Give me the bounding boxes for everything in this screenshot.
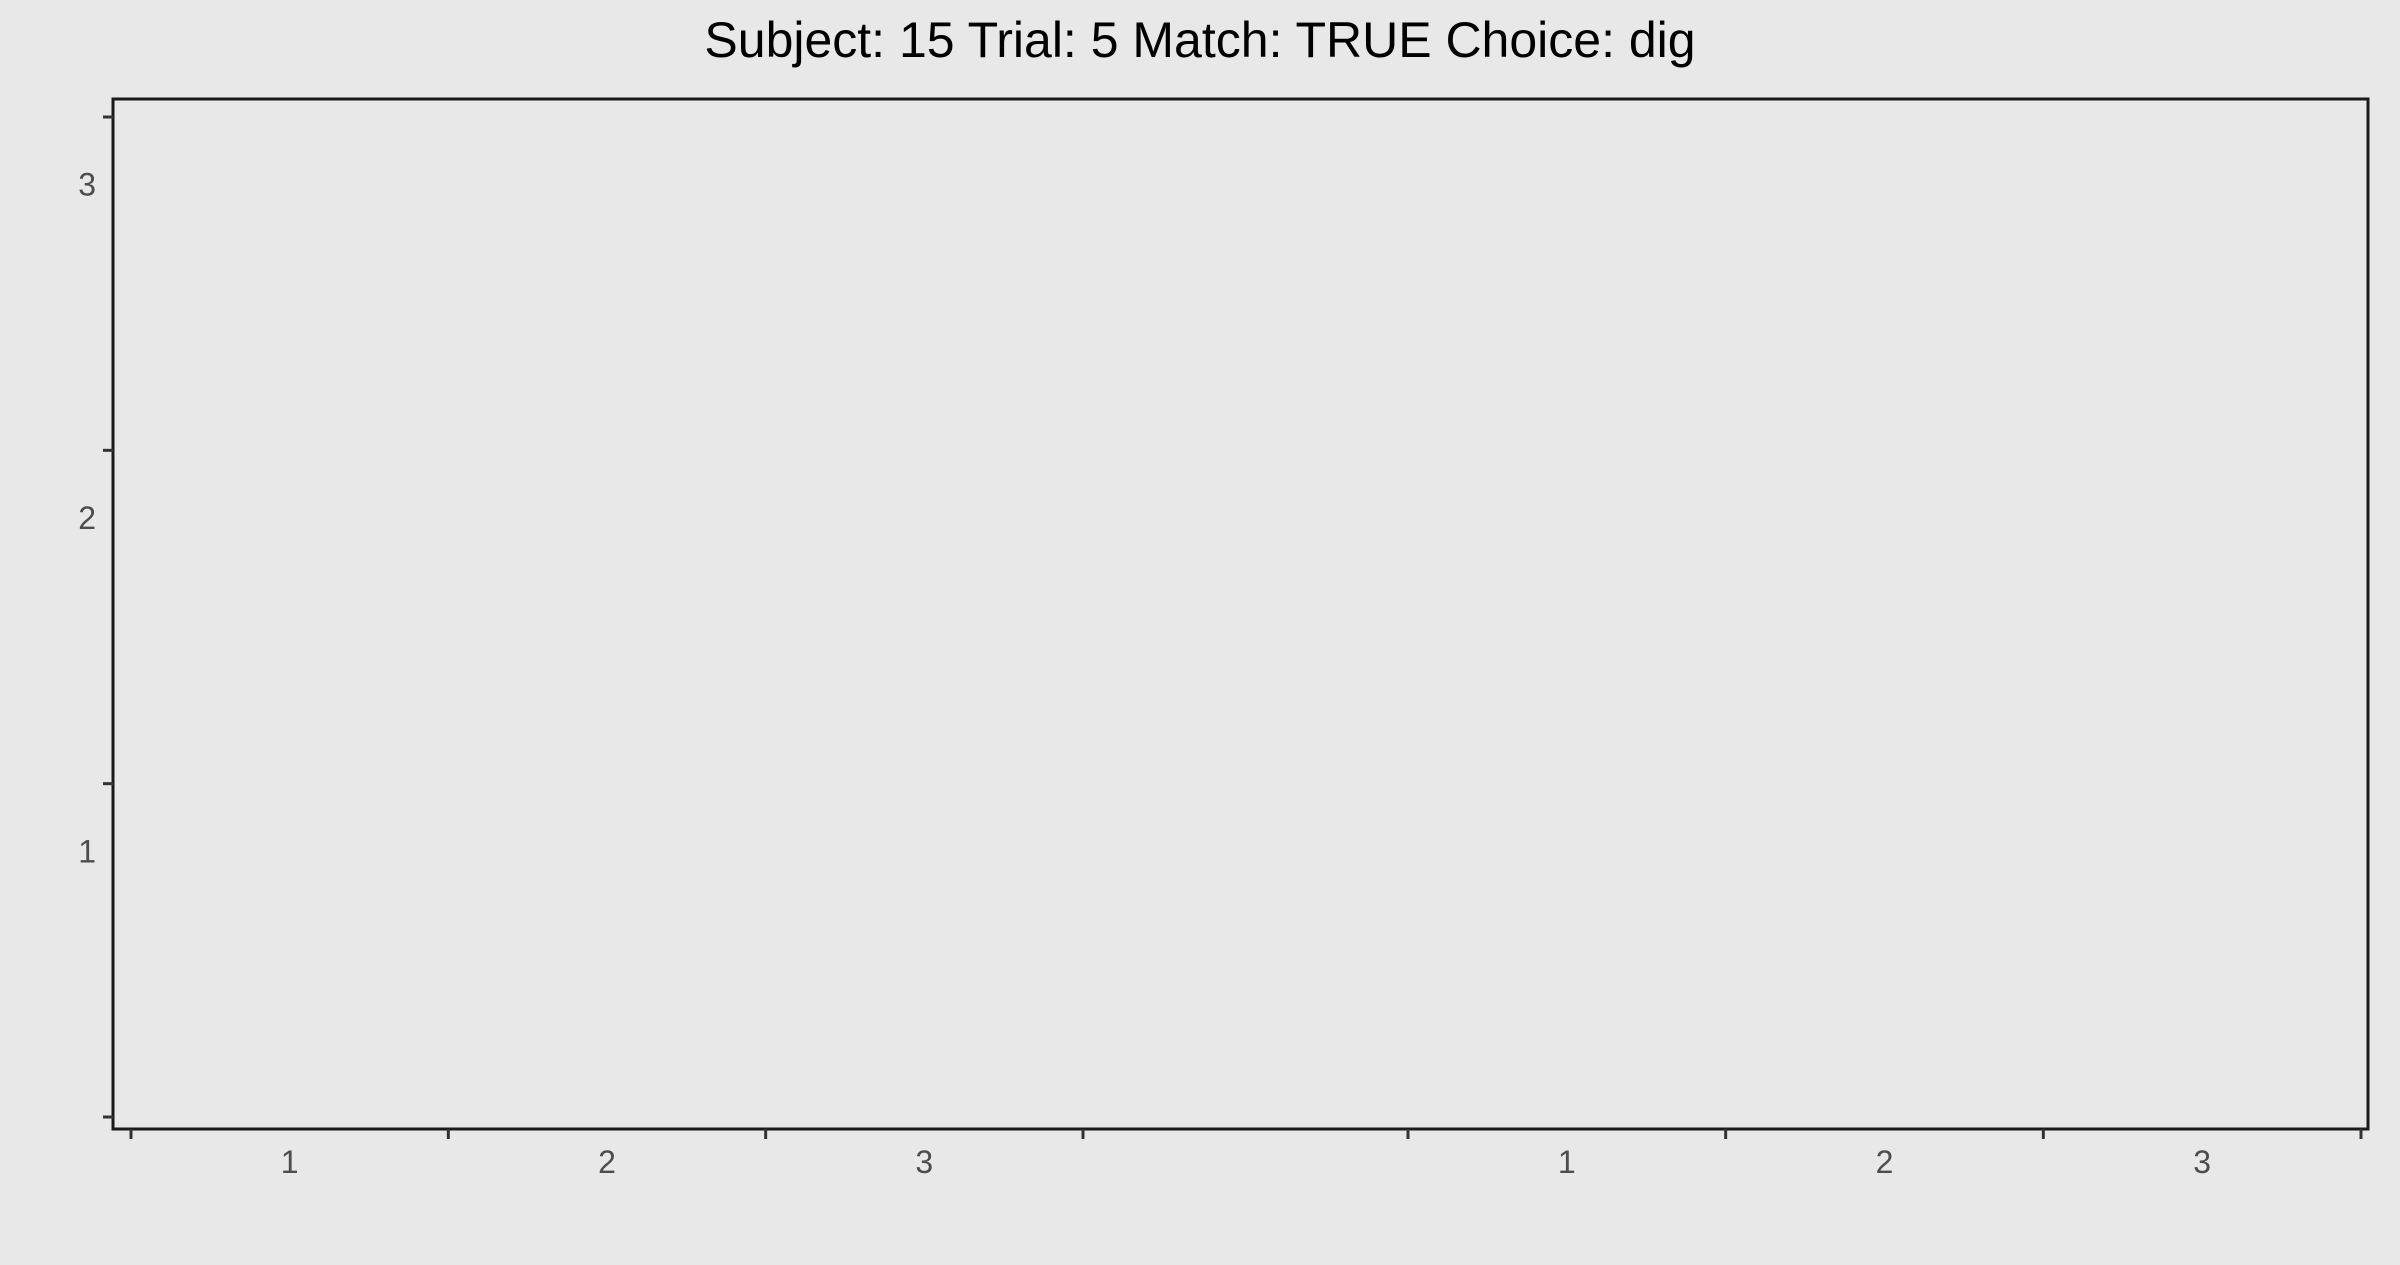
x-tick-label: 1 (1558, 1144, 1576, 1180)
x-tick-label: 1 (281, 1144, 299, 1180)
chart-title: Subject: 15 Trial: 5 Match: TRUE Choice:… (704, 12, 1695, 68)
x-tick-label: 3 (2193, 1144, 2211, 1180)
y-tick-label: 2 (78, 500, 96, 536)
x-tick-label: 3 (915, 1144, 933, 1180)
plot-frame (111, 97, 2370, 1131)
y-tick-label: 3 (78, 167, 96, 203)
axes: 1 2 3 1 2 3 1 2 3 (78, 97, 2370, 1180)
x-tick-label: 2 (1876, 1144, 1894, 1180)
y-tick-label: 1 (78, 833, 96, 869)
x-tick-label: 2 (598, 1144, 616, 1180)
